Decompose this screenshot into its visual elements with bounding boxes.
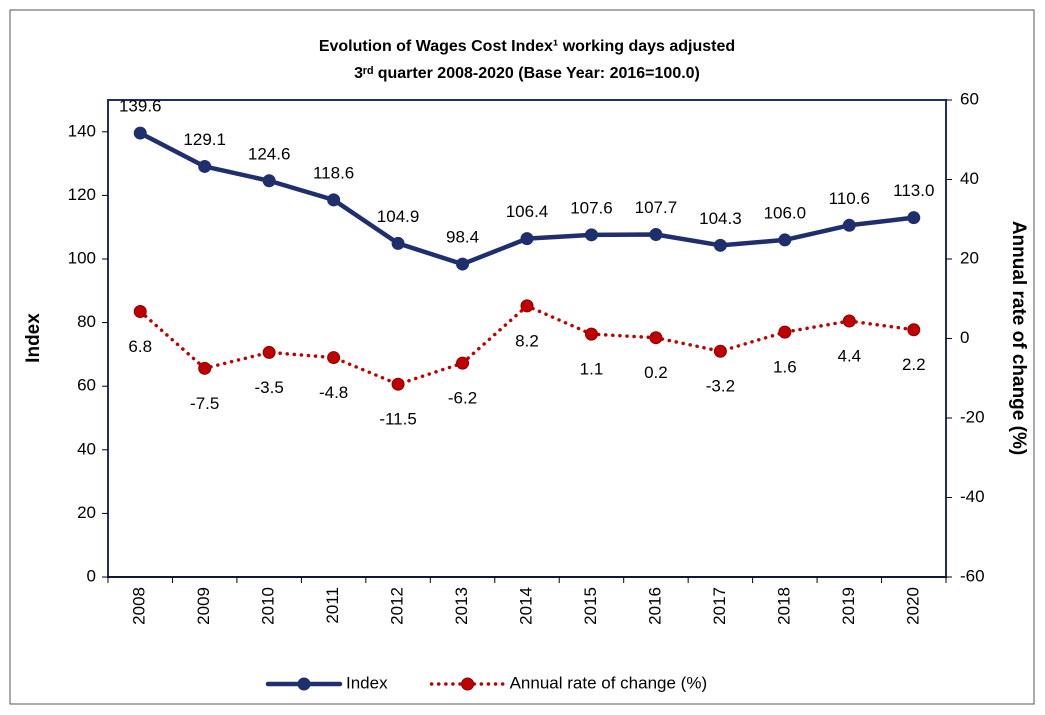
data-label: 106.0	[764, 203, 807, 222]
x-tick-label: 2012	[388, 587, 407, 625]
x-tick-label: 2020	[903, 587, 922, 625]
data-label: -6.2	[448, 389, 477, 408]
y-tick-label: 120	[68, 185, 96, 204]
point	[262, 174, 276, 188]
data-label: -4.8	[319, 383, 348, 402]
data-label: 107.6	[570, 198, 613, 217]
y-tick-label: 60	[77, 376, 96, 395]
chart-subtitle: 3ʳᵈ quarter 2008-2020 (Base Year: 2016=1…	[354, 65, 700, 82]
x-tick-label: 2009	[194, 587, 213, 625]
x-tick-label: 2016	[645, 587, 664, 625]
point	[907, 211, 921, 225]
data-label: 118.6	[313, 163, 354, 182]
data-label: 8.2	[515, 331, 539, 350]
x-tick-label: 2018	[774, 587, 793, 625]
y-tick-label: 0	[87, 566, 96, 585]
point	[391, 236, 405, 250]
point	[907, 323, 921, 337]
legend-marker	[461, 677, 475, 691]
data-label: 113.0	[893, 181, 934, 200]
point	[713, 344, 727, 358]
point	[198, 159, 212, 173]
y-axis-label: Index	[23, 313, 44, 363]
point	[649, 228, 663, 242]
legend-marker	[297, 677, 311, 691]
y2-tick-label: 40	[960, 169, 979, 188]
data-label: 4.4	[837, 346, 861, 365]
data-label: -7.5	[190, 394, 219, 413]
data-label: 104.3	[699, 209, 742, 228]
point	[584, 228, 598, 242]
data-label: -3.2	[706, 377, 735, 396]
point	[520, 299, 534, 313]
y2-axis-label: Annual rate of change (%)	[1008, 221, 1029, 455]
data-label: 110.6	[829, 189, 870, 208]
x-tick-label: 2017	[710, 587, 729, 625]
data-label: -11.5	[379, 410, 417, 429]
y-tick-label: 20	[77, 503, 96, 522]
data-label: 2.2	[902, 355, 926, 374]
y-tick-label: 100	[68, 248, 96, 267]
data-label: 124.6	[248, 144, 291, 163]
y2-tick-label: 0	[960, 328, 969, 347]
point	[649, 331, 663, 345]
chart-title: Evolution of Wages Cost Index¹ working d…	[319, 38, 735, 55]
legend-label: Index	[346, 673, 388, 692]
data-label: 0.2	[644, 363, 668, 382]
point	[133, 126, 147, 140]
point	[262, 345, 276, 359]
point	[842, 218, 856, 232]
y2-tick-label: -40	[960, 487, 985, 506]
point	[133, 304, 147, 318]
y2-tick-label: -20	[960, 407, 985, 426]
point	[778, 233, 792, 247]
data-label: -3.5	[255, 378, 284, 397]
x-tick-label: 2013	[452, 587, 471, 625]
data-label: 107.7	[635, 198, 678, 217]
point	[456, 257, 470, 271]
data-label: 104.9	[377, 207, 420, 226]
data-label: 1.6	[773, 358, 797, 377]
x-tick-label: 2014	[516, 587, 535, 625]
data-label: 1.1	[580, 360, 604, 379]
point	[584, 327, 598, 341]
x-tick-label: 2010	[259, 587, 278, 625]
x-tick-label: 2008	[130, 587, 149, 625]
y-tick-label: 140	[68, 121, 96, 140]
point	[778, 325, 792, 339]
x-tick-label: 2011	[323, 587, 342, 624]
y2-tick-label: 60	[960, 89, 979, 108]
data-label: 6.8	[128, 337, 152, 356]
y2-tick-label: 20	[960, 248, 979, 267]
y2-tick-label: -60	[960, 566, 985, 585]
data-label: 98.4	[446, 228, 479, 247]
x-tick-label: 2015	[581, 587, 600, 625]
y-tick-label: 40	[77, 439, 96, 458]
point	[327, 351, 341, 365]
x-tick-label: 2019	[839, 587, 858, 625]
data-label: 139.6	[119, 97, 162, 116]
point	[327, 193, 341, 207]
point	[713, 238, 727, 252]
data-label: 129.1	[183, 130, 226, 149]
point	[198, 361, 212, 375]
y-tick-label: 80	[77, 312, 96, 331]
point	[842, 314, 856, 328]
data-label: 106.4	[506, 202, 549, 221]
point	[520, 232, 534, 246]
chart-frame	[9, 9, 1035, 705]
legend-label: Annual rate of change (%)	[510, 673, 708, 692]
point	[456, 356, 470, 370]
point	[391, 377, 405, 391]
